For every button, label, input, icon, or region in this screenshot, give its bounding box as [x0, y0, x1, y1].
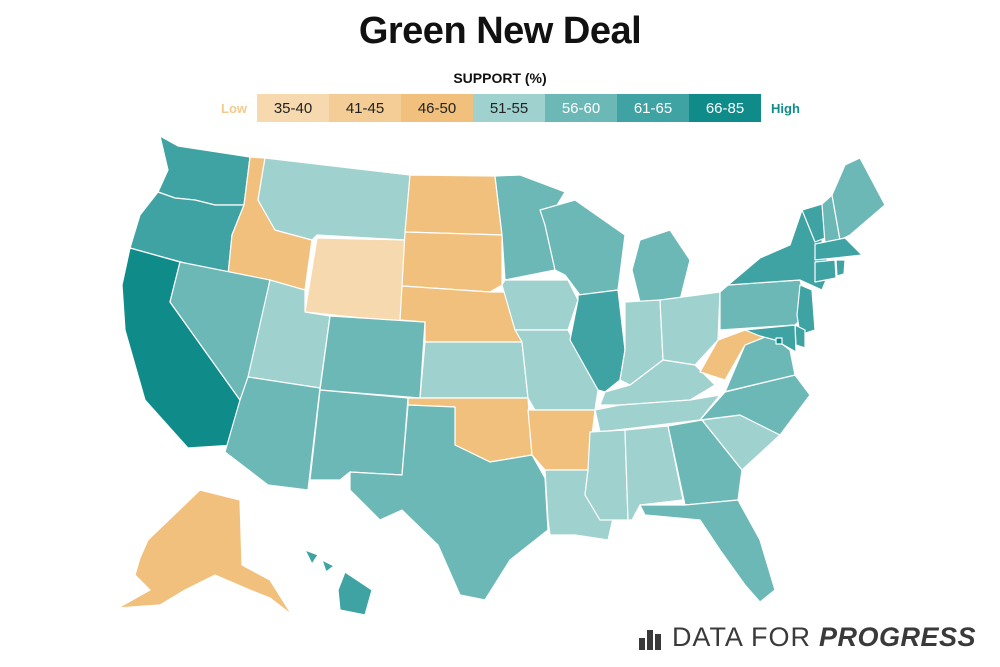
- state-oh: [659, 291, 721, 366]
- legend-bin-51-55: 51-55: [473, 94, 545, 122]
- us-choropleth-map: [117, 135, 886, 616]
- state-hi: [304, 549, 373, 616]
- state-wa: [157, 135, 251, 206]
- legend-bin-66-85: 66-85: [689, 94, 761, 122]
- legend-bin-61-65: 61-65: [617, 94, 689, 122]
- state-shapes: [117, 135, 886, 616]
- map-title: Green New Deal: [358, 10, 642, 52]
- state-ma: [814, 237, 863, 261]
- bar-chart-icon: [638, 630, 663, 650]
- state-wy: [304, 237, 406, 323]
- legend-high-label: High: [771, 100, 800, 116]
- legend-low-label: Low: [221, 100, 247, 116]
- state-tx: [349, 404, 549, 601]
- state-mt: [257, 157, 411, 241]
- state-ri: [835, 259, 846, 277]
- legend-bin-46-50: 46-50: [401, 94, 473, 122]
- state-nd: [404, 174, 503, 236]
- state-ga: [667, 419, 743, 506]
- state-dc: [775, 337, 783, 345]
- brand-name-emphasis: PROGRESS: [818, 622, 976, 652]
- legend-bin-41-45: 41-45: [329, 94, 401, 122]
- state-nm: [309, 389, 409, 481]
- state-mi: [631, 229, 691, 303]
- state-nj: [796, 284, 816, 336]
- legend: Low 35-40 41-45 46-50 51-55 56-60 61-65 …: [211, 94, 810, 122]
- state-ms: [584, 429, 629, 521]
- state-pa: [719, 279, 809, 331]
- state-fl: [639, 499, 776, 603]
- brand-footer: DATA FOR PROGRESS: [638, 622, 976, 653]
- state-ct: [814, 259, 837, 283]
- legend-bin-35-40: 35-40: [257, 94, 329, 122]
- state-ia: [501, 279, 579, 331]
- brand-name-plain: DATA FOR: [671, 622, 811, 652]
- legend-title: SUPPORT (%): [453, 70, 547, 86]
- state-ar: [527, 409, 596, 471]
- state-sd: [401, 231, 503, 293]
- legend-bin-56-60: 56-60: [545, 94, 617, 122]
- state-md: [744, 324, 797, 353]
- state-ks: [419, 341, 529, 399]
- state-ak: [117, 489, 293, 616]
- state-me: [831, 157, 886, 241]
- state-co: [319, 315, 426, 399]
